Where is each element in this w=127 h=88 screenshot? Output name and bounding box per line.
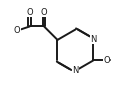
Text: N: N — [90, 35, 96, 44]
Text: O: O — [41, 8, 47, 17]
Text: O: O — [26, 8, 33, 17]
Text: O: O — [14, 26, 21, 35]
Text: O: O — [103, 56, 110, 65]
Text: N: N — [72, 66, 78, 75]
